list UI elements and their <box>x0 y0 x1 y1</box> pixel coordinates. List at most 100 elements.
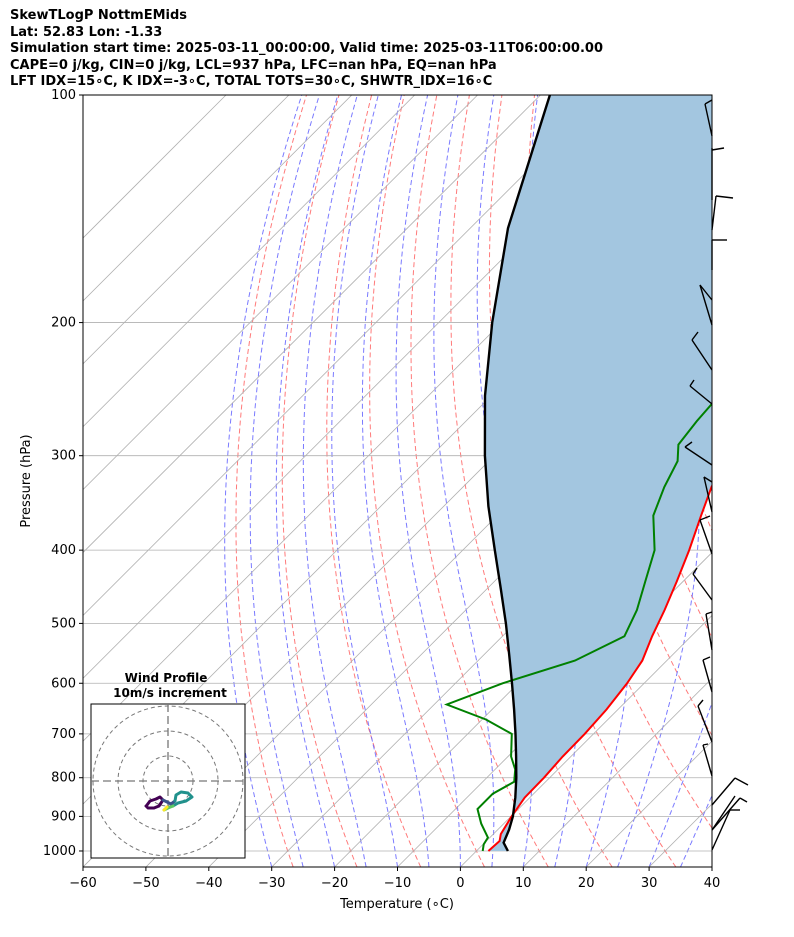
wind-barb-segment <box>703 476 713 513</box>
dry-adiabat <box>763 95 794 867</box>
moist-adiabat <box>395 95 461 867</box>
wind-barb-segment <box>711 797 741 831</box>
wind-barb-segment <box>702 743 709 746</box>
isotherm <box>334 489 712 867</box>
wind-barb-segment <box>711 809 731 851</box>
wind-barb-segment <box>692 573 713 601</box>
wind-barb-segment <box>684 446 713 466</box>
wind-barb-segment <box>702 659 713 693</box>
wind-barb <box>691 331 713 371</box>
wind-barb <box>689 379 713 405</box>
isotherm <box>83 95 478 491</box>
hodograph-subtitle: 10m/s increment <box>113 686 227 700</box>
hodograph-title: Wind Profile <box>125 671 208 685</box>
y-tick-label: 100 <box>51 88 76 103</box>
time-line: Simulation start time: 2025-03-11_00:00:… <box>10 41 603 56</box>
isotherm <box>775 95 794 867</box>
wind-barb <box>684 441 713 466</box>
location-line: Lat: 52.83 Lon: -1.33 <box>10 24 163 40</box>
cape-cin-shading <box>484 95 712 851</box>
wind-barb-segment <box>692 567 698 575</box>
wind-barb <box>711 195 734 231</box>
dry-adiabat <box>235 95 307 867</box>
wind-barb-segment <box>699 284 713 301</box>
x-tick-label: 40 <box>704 876 721 891</box>
hodograph-trace <box>162 805 169 812</box>
x-axis-label: Temperature (∘C) <box>339 897 454 912</box>
wind-barb-segment <box>691 331 699 341</box>
wind-barb <box>703 476 713 513</box>
y-tick-label: 400 <box>51 543 76 558</box>
wind-barb-segment <box>702 656 711 661</box>
wind-barb-segment <box>691 339 713 371</box>
moist-adiabat <box>433 95 495 867</box>
wind-barb <box>711 239 727 270</box>
dry-adiabat <box>410 95 549 867</box>
y-axis-label: Pressure (hPa) <box>19 434 34 527</box>
wind-barb-segment <box>711 795 736 831</box>
moist-adiabat <box>648 701 712 867</box>
wind-barb-segment <box>703 476 713 483</box>
wind-barb-segment <box>699 519 713 555</box>
y-tick-label: 800 <box>51 771 76 786</box>
moist-adiabat <box>744 95 794 867</box>
x-tick-label: −60 <box>69 876 96 891</box>
wind-barb-segment <box>699 515 711 521</box>
wind-barb-segment <box>689 379 695 387</box>
wind-barb-segment <box>711 147 725 151</box>
wind-barb-segment <box>705 613 713 651</box>
wind-barb <box>711 777 749 806</box>
wind-barb-segment <box>702 744 713 777</box>
moist-adiabat <box>249 95 320 867</box>
y-tick-label: 600 <box>51 676 76 691</box>
wind-barb-segment <box>697 705 713 743</box>
shaded-area <box>484 95 712 851</box>
wind-barb <box>697 699 713 743</box>
wind-barb <box>702 743 713 777</box>
x-tick-label: −50 <box>132 876 159 891</box>
wind-barb-segment <box>689 385 713 405</box>
x-tick-label: 20 <box>578 876 595 891</box>
moist-adiabat <box>361 95 430 867</box>
isotherm <box>83 95 290 302</box>
isotherm <box>83 95 415 428</box>
cape-line: CAPE=0 j/kg, CIN=0 j/kg, LCL=937 hPa, LF… <box>10 57 497 73</box>
wind-barb <box>704 99 713 137</box>
dry-adiabat <box>281 95 358 867</box>
x-tick-label: −40 <box>195 876 222 891</box>
y-tick-label: 1000 <box>43 844 76 859</box>
isotherm <box>83 95 541 554</box>
wind-barb-segment <box>704 99 713 105</box>
wind-barb <box>705 611 713 651</box>
isotherm <box>83 95 227 239</box>
temperature-line <box>487 483 712 852</box>
dewpoint-line <box>443 402 712 852</box>
chart-header: SkewTLogP NottmEMids Lat: 52.83 Lon: -1.… <box>10 8 603 91</box>
wind-barb-segment <box>684 441 693 448</box>
hodograph-trace <box>171 790 194 808</box>
isotherm <box>523 677 712 867</box>
y-tick-label: 900 <box>51 809 76 824</box>
isotherm <box>83 95 353 365</box>
moist-adiabat <box>617 95 700 867</box>
wind-barb-segment <box>711 195 717 231</box>
wind-barb-segment <box>711 777 736 806</box>
dry-adiabat <box>369 95 485 867</box>
wind-barb <box>699 515 713 555</box>
wind-barbs <box>684 99 749 851</box>
wind-barb-segment <box>704 103 713 137</box>
moist-adiabat <box>275 95 339 867</box>
hodograph-inset: Wind Profile 10m/s increment <box>90 671 246 859</box>
wind-barb-segment <box>734 777 749 786</box>
chart-title: SkewTLogP NottmEMids <box>10 8 188 23</box>
moist-adiabat <box>711 865 712 867</box>
y-tick-label: 700 <box>51 727 76 742</box>
wind-barb <box>711 809 740 851</box>
dry-adiabat <box>730 95 794 867</box>
axis-ticks: −60 −50 −40 −30 −20 −10 0 10 20 30 40 100 200 300 400 5… <box>43 88 720 891</box>
parcel-line <box>483 95 552 852</box>
wind-barb-segment <box>705 611 713 615</box>
isotherm <box>83 95 604 616</box>
x-tick-label: 0 <box>456 876 464 891</box>
